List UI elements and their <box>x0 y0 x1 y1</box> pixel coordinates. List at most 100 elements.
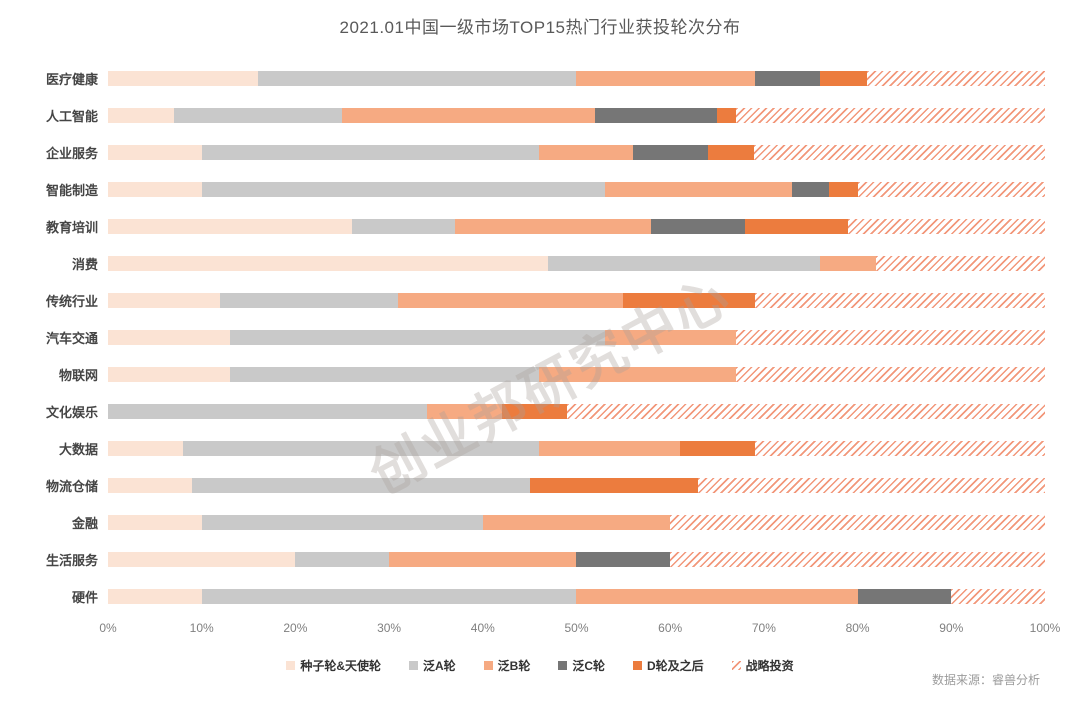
stacked-bar <box>108 293 1045 308</box>
industry-label: 消费 <box>71 257 98 272</box>
industry-row: 大数据 <box>0 430 1060 467</box>
legend-label-pan-a: 泛A轮 <box>422 659 456 673</box>
bar-segment-d-plus <box>829 182 858 197</box>
bar-segment-strategic <box>754 293 1045 308</box>
bar-segment-pan-a <box>108 404 427 419</box>
industry-row: 教育培训 <box>0 208 1060 245</box>
bar-segment-seed <box>108 367 230 382</box>
bar-segment-pan-b <box>576 71 755 86</box>
bar-segment-pan-a <box>201 145 539 160</box>
legend-item-pan-b: 泛B轮 <box>483 657 530 674</box>
bar-segment-pan-c <box>857 589 952 604</box>
bar-segment-strategic <box>848 219 1045 234</box>
bar-segment-strategic <box>670 515 1045 530</box>
bar-segment-strategic <box>735 367 1045 382</box>
bar-segment-seed <box>108 71 258 86</box>
x-axis-tick: 0% <box>99 621 117 635</box>
bar-segment-pan-b <box>539 441 680 456</box>
industry-label: 汽车交通 <box>45 331 98 346</box>
bar-segment-pan-b <box>604 182 792 197</box>
industry-row: 企业服务 <box>0 134 1060 171</box>
x-axis-tick: 50% <box>564 621 589 635</box>
bar-segment-seed <box>108 552 296 567</box>
legend-item-pan-c: 泛C轮 <box>558 657 605 674</box>
industry-label: 企业服务 <box>45 146 98 161</box>
bar-segment-strategic <box>670 552 1045 567</box>
bar-segment-pan-b <box>389 552 577 567</box>
bar-segment-pan-b <box>482 515 671 530</box>
bar-segment-strategic <box>876 256 1045 271</box>
industry-label: 生活服务 <box>45 553 98 568</box>
x-axis-tick: 30% <box>377 621 402 635</box>
bar-segment-d-plus <box>529 478 699 493</box>
x-axis-tick: 20% <box>283 621 308 635</box>
bar-segment-pan-b <box>454 219 652 234</box>
bar-segment-pan-b <box>539 145 633 160</box>
bar-segment-pan-a <box>257 71 577 86</box>
stacked-bar <box>108 589 1045 604</box>
bar-segment-pan-a <box>548 256 821 271</box>
bar-segment-d-plus <box>501 404 568 419</box>
bar-segment-strategic <box>567 404 1045 419</box>
industry-label: 智能制造 <box>45 183 98 198</box>
bar-segment-seed <box>108 515 202 530</box>
industry-row: 医疗健康 <box>0 60 1060 97</box>
legend-swatch-strategic <box>731 661 741 670</box>
bar-segment-d-plus <box>820 71 867 86</box>
bar-segment-d-plus <box>745 219 849 234</box>
industry-row: 文化娱乐 <box>0 393 1060 430</box>
industry-label: 传统行业 <box>45 294 98 309</box>
bar-segment-strategic <box>754 441 1045 456</box>
industry-label: 物流仓储 <box>45 479 98 494</box>
bar-segment-pan-b <box>398 293 624 308</box>
bar-segment-d-plus <box>717 108 736 123</box>
legend-swatch-pan-c <box>558 661 568 670</box>
industry-row: 智能制造 <box>0 171 1060 208</box>
legend-item-pan-a: 泛A轮 <box>408 657 456 674</box>
stacked-bar <box>108 552 1045 567</box>
bar-segment-pan-a <box>201 589 577 604</box>
bar-segment-pan-c <box>791 182 830 197</box>
bar-segment-seed <box>108 182 202 197</box>
bar-segment-pan-a <box>201 182 605 197</box>
bar-segment-strategic <box>754 145 1045 160</box>
bar-segment-pan-b <box>604 330 736 345</box>
stacked-bar <box>108 219 1045 234</box>
legend-item-seed: 种子轮&天使轮 <box>286 657 381 674</box>
chart-title: 2021.01中国一级市场TOP15热门行业获投轮次分布 <box>339 18 741 37</box>
bar-segment-d-plus <box>679 441 755 456</box>
legend-label-seed: 种子轮&天使轮 <box>300 659 381 673</box>
bar-segment-pan-a <box>295 552 390 567</box>
bar-segment-strategic <box>951 589 1045 604</box>
bar-segment-seed <box>108 256 549 271</box>
x-axis-tick: 10% <box>189 621 214 635</box>
bar-segment-pan-b <box>426 404 502 419</box>
bar-segment-pan-c <box>595 108 718 123</box>
bar-segment-strategic <box>735 330 1045 345</box>
stacked-bar <box>108 404 1045 419</box>
bar-segment-seed <box>108 293 221 308</box>
x-axis-tick: 40% <box>470 621 495 635</box>
industry-label: 物联网 <box>58 368 98 383</box>
bar-segment-pan-a <box>351 219 455 234</box>
industry-row: 汽车交通 <box>0 319 1060 356</box>
bar-segment-d-plus <box>707 145 755 160</box>
data-source-label: 数据来源：睿兽分析 <box>931 673 1040 687</box>
x-axis-tick: 60% <box>658 621 683 635</box>
bar-segment-pan-b <box>539 367 736 382</box>
bar-segment-pan-c <box>754 71 821 86</box>
bar-segment-strategic <box>698 478 1045 493</box>
bar-segment-pan-a <box>201 515 483 530</box>
bar-segment-seed <box>108 589 202 604</box>
bar-segment-pan-c <box>632 145 708 160</box>
stacked-bar <box>108 256 1045 271</box>
stacked-bar <box>108 71 1045 86</box>
industry-row: 物联网 <box>0 356 1060 393</box>
bar-segment-seed <box>108 478 193 493</box>
bar-segment-pan-a <box>229 330 605 345</box>
industry-label: 文化娱乐 <box>45 405 98 420</box>
legend: 种子轮&天使轮 泛A轮 泛B轮 泛C轮 D轮及之后 战略投资 <box>0 657 1080 674</box>
industry-label: 硬件 <box>71 590 98 605</box>
bar-segment-pan-b <box>820 256 877 271</box>
bar-segment-seed <box>108 108 174 123</box>
